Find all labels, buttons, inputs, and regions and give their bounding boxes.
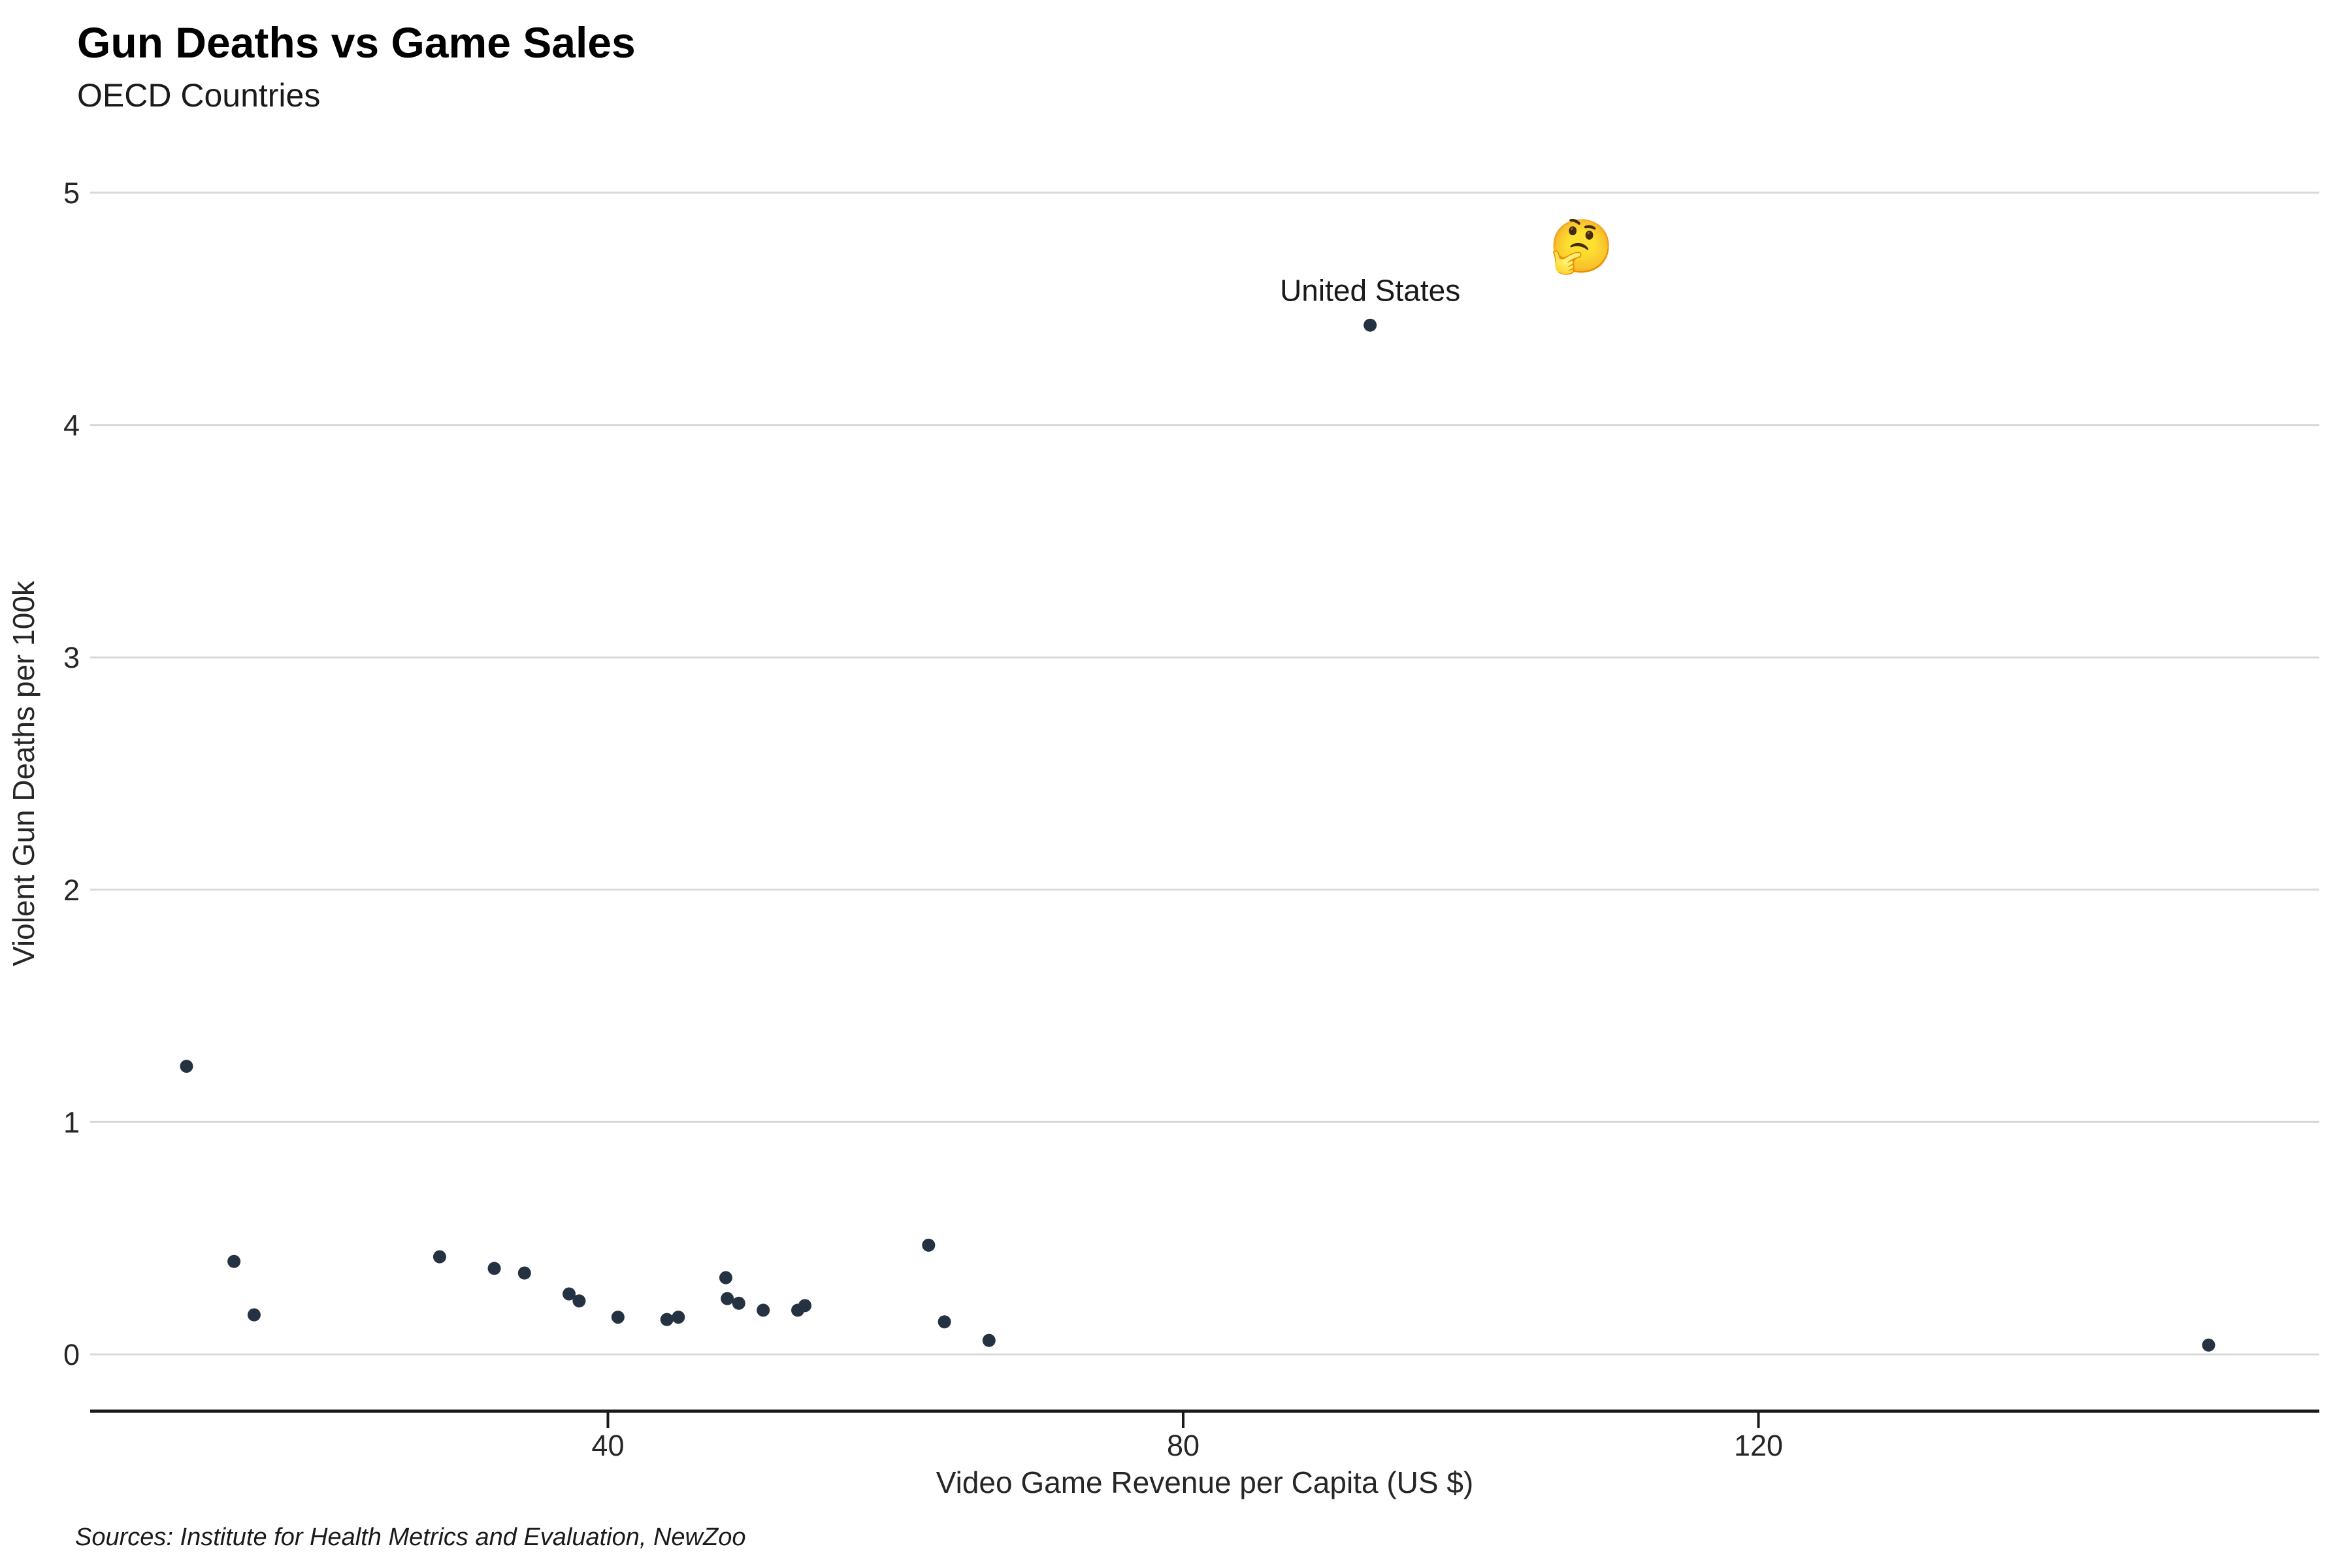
y-tick-label-5: 5 — [63, 176, 80, 210]
data-point-11 — [719, 1271, 732, 1284]
y-tick-label-3: 3 — [63, 641, 80, 674]
data-point-4 — [487, 1262, 501, 1275]
y-tick-label-4: 4 — [63, 409, 80, 442]
sources-caption: Sources: Institute for Health Metrics an… — [75, 1524, 746, 1551]
data-point-13 — [732, 1296, 745, 1310]
data-point-6 — [563, 1287, 576, 1301]
united-states-label: United States — [1280, 273, 1460, 307]
x-tick-label-80: 80 — [1167, 1429, 1200, 1462]
y-tick-label-1: 1 — [63, 1105, 80, 1139]
data-point-9 — [660, 1313, 674, 1326]
data-point-5 — [517, 1266, 531, 1280]
data-point-1 — [227, 1254, 241, 1268]
data-point-17 — [922, 1238, 936, 1252]
data-point-3 — [433, 1250, 446, 1264]
data-point-2 — [247, 1308, 261, 1322]
thinking-emoji: 🤔 — [1549, 217, 1614, 276]
y-tick-label-2: 2 — [63, 874, 80, 907]
chart-subtitle: OECD Countries — [77, 77, 321, 114]
y-tick-label-0: 0 — [63, 1338, 80, 1371]
chart-title: Gun Deaths vs Game Sales — [77, 18, 636, 67]
data-point-0 — [180, 1060, 193, 1073]
data-point-14 — [757, 1303, 770, 1317]
data-point-16 — [798, 1299, 812, 1313]
y-axis-title: Violent Gun Deaths per 100k — [7, 580, 41, 966]
data-point-21 — [2202, 1338, 2215, 1352]
data-point-19 — [982, 1333, 996, 1347]
x-tick-label-40: 40 — [591, 1429, 624, 1462]
x-tick-label-120: 120 — [1734, 1429, 1783, 1462]
x-axis-title: Video Game Revenue per Capita (US $) — [936, 1465, 1473, 1499]
data-point-12 — [721, 1292, 734, 1305]
data-point-7 — [572, 1294, 586, 1308]
data-point-8 — [611, 1311, 625, 1324]
data-point-18 — [938, 1315, 951, 1329]
data-point-20 — [1364, 318, 1377, 332]
data-point-10 — [672, 1311, 685, 1324]
